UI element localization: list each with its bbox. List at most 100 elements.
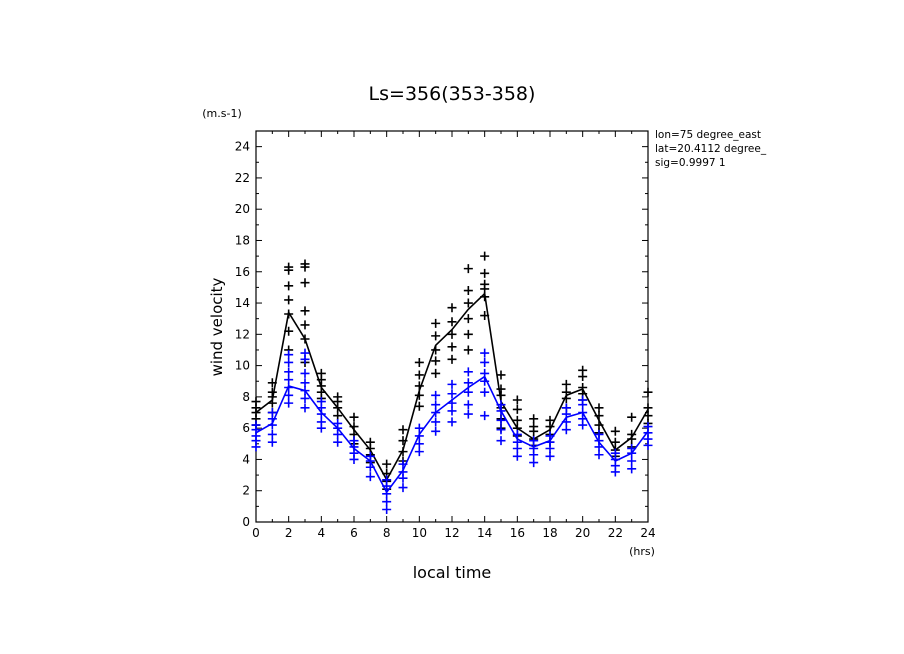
black-series-point	[529, 422, 539, 432]
blue-series-point	[382, 504, 392, 514]
blue-series-point	[284, 357, 294, 367]
x-tick-label: 8	[383, 526, 391, 540]
y-tick-label: 6	[242, 421, 250, 435]
blue-series-point	[398, 483, 408, 493]
black-series-point	[545, 415, 555, 425]
black-series-point	[251, 397, 261, 407]
blue-series-point	[333, 437, 343, 447]
blue-series-point	[561, 403, 571, 413]
black-series-point	[300, 306, 310, 316]
y-tick-label: 24	[235, 140, 250, 154]
blue-series-point	[594, 429, 604, 439]
blue-series-point	[284, 390, 294, 400]
annotation-lat: lat=20.4112 degree_	[655, 143, 767, 155]
x-axis-label: local time	[413, 563, 492, 582]
black-series-point	[316, 368, 326, 378]
black-series-point	[349, 412, 359, 422]
x-tick-label: 12	[444, 526, 459, 540]
blue-series-point	[267, 408, 277, 418]
blue-series-point	[561, 425, 571, 435]
blue-series-point	[431, 400, 441, 410]
black-series-point	[610, 437, 620, 447]
blue-series-point	[284, 375, 294, 385]
black-series-point	[463, 264, 473, 274]
blue-series-point	[480, 348, 490, 358]
blue-series-point	[414, 447, 424, 457]
blue-series-point	[578, 395, 588, 405]
blue-series-point	[251, 420, 261, 430]
blue-series-point	[496, 415, 506, 425]
black-series-point	[414, 401, 424, 411]
black-series-point	[284, 281, 294, 291]
blue-series-point	[463, 409, 473, 419]
black-series-point	[512, 395, 522, 405]
black-series-point	[300, 320, 310, 330]
black-series-point	[463, 286, 473, 296]
y-tick-label: 18	[235, 233, 250, 247]
x-tick-label: 2	[285, 526, 293, 540]
blue-series-point	[529, 458, 539, 468]
blue-series-point	[529, 443, 539, 453]
black-series-point	[300, 278, 310, 288]
black-series-point	[382, 459, 392, 469]
blue-series-point	[447, 417, 457, 427]
blue-series-point	[284, 350, 294, 360]
blue-series-point	[284, 367, 294, 377]
black-series-line	[255, 292, 649, 482]
x-tick-label: 18	[542, 526, 557, 540]
black-series-point	[512, 404, 522, 414]
black-series-point	[480, 279, 490, 289]
black-series-point	[496, 384, 506, 394]
x-tick-label: 14	[477, 526, 492, 540]
black-series-point	[561, 379, 571, 389]
blue-series-point	[365, 451, 375, 461]
y-tick-label: 14	[235, 296, 250, 310]
y-tick-label: 22	[235, 171, 250, 185]
blue-series-point	[480, 357, 490, 367]
y-axis-label: wind velocity	[208, 277, 226, 376]
blue-series-point	[316, 397, 326, 407]
black-series-point	[300, 259, 310, 269]
y-tick-label: 12	[235, 327, 250, 341]
black-series-point	[447, 354, 457, 364]
blue-series-point	[382, 497, 392, 507]
blue-series-point	[627, 464, 637, 474]
blue-series-point	[594, 450, 604, 460]
black-series-point	[594, 403, 604, 413]
black-series-point	[284, 262, 294, 272]
y-axis-unit: (m.s-1)	[202, 107, 242, 120]
x-tick-label: 22	[608, 526, 623, 540]
plot-area: 0 2 4 6 8 10 12 14 16 18 20 22 240246810121416182022…	[235, 130, 656, 540]
y-tick-label: 2	[242, 484, 250, 498]
blue-series-point	[267, 437, 277, 447]
blue-series-point	[300, 378, 310, 388]
y-tick-label: 0	[242, 515, 250, 529]
blue-series-point	[447, 379, 457, 389]
blue-series-point	[333, 418, 343, 428]
blue-series-point	[300, 393, 310, 403]
x-axis-unit: (hrs)	[629, 545, 655, 558]
x-tick-label: 4	[318, 526, 326, 540]
blue-series-point	[529, 436, 539, 446]
black-series-point	[431, 368, 441, 378]
blue-series-point	[300, 348, 310, 358]
black-series-point	[512, 415, 522, 425]
blue-series-point	[463, 387, 473, 397]
black-series-point	[414, 357, 424, 367]
black-series-point	[333, 392, 343, 402]
blue-series-point	[300, 368, 310, 378]
x-tick-label: 0	[252, 526, 260, 540]
blue-series-point	[300, 403, 310, 413]
y-tick-label: 20	[235, 202, 250, 216]
blue-series-point	[512, 451, 522, 461]
black-series-point	[431, 331, 441, 341]
blue-series-point	[349, 436, 359, 446]
black-series-point	[284, 295, 294, 305]
blue-series-point	[414, 423, 424, 433]
black-series-point	[398, 425, 408, 435]
blue-series-point	[496, 425, 506, 435]
blue-series-point	[480, 411, 490, 421]
black-series-point	[480, 251, 490, 261]
chart-title: Ls=356(353-358)	[369, 83, 536, 105]
